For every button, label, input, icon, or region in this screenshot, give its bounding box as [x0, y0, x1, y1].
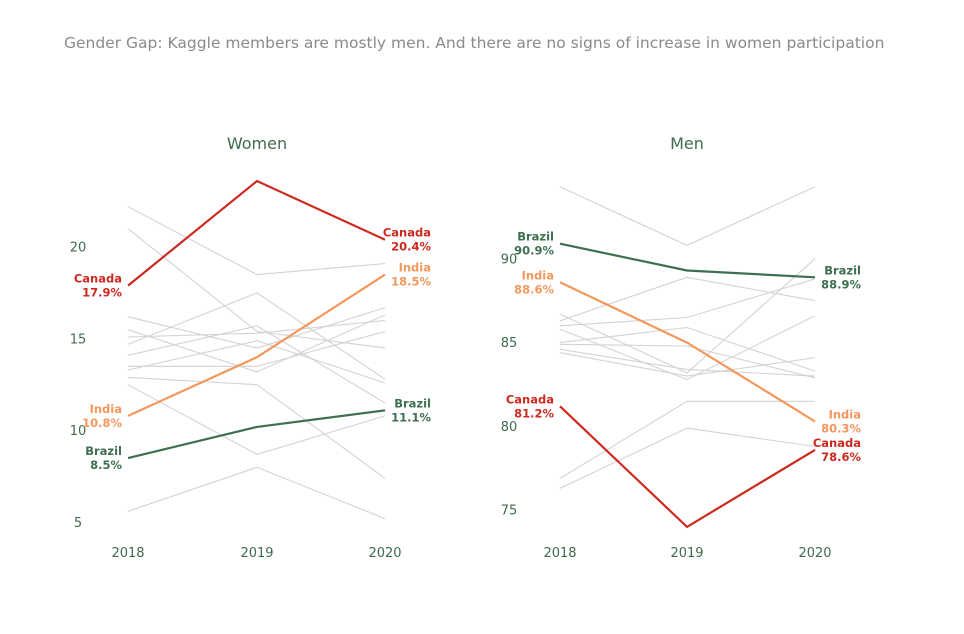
men-y-tick-label: 90	[501, 252, 518, 267]
women-y-tick-label: 5	[74, 516, 82, 531]
women-y-tick-label: 15	[70, 332, 87, 347]
men-india-end-name: India	[829, 407, 861, 421]
women-background-line	[127, 384, 386, 455]
women-canada-end-label: Canada 20.4%	[383, 226, 432, 254]
women-x-tick-label: 2019	[240, 546, 273, 561]
women-x-tick-label: 2018	[111, 546, 144, 561]
women-brazil-end-label: Brazil 11.1%	[391, 396, 431, 424]
men-background-line	[559, 326, 816, 372]
women-background-line	[127, 466, 386, 520]
women-subtitle: Women	[227, 134, 287, 153]
chart-title: Gender Gap: Kaggle members are mostly me…	[64, 34, 884, 52]
women-background-line	[127, 376, 386, 479]
women-canada-start-value: 17.9%	[82, 286, 122, 300]
women-canada-end-value: 20.4%	[391, 240, 431, 254]
men-canada-end-value: 78.6%	[821, 450, 861, 464]
women-india-end-label: India 18.5%	[391, 261, 431, 289]
men-background-line	[559, 352, 816, 377]
women-background-line	[127, 206, 386, 276]
women-india-end-name: India	[399, 261, 431, 275]
women-india-start-name: India	[90, 402, 122, 416]
women-brazil-start-value: 8.5%	[90, 458, 122, 472]
women-brazil-end-value: 11.1%	[391, 410, 431, 424]
women-canada-line	[127, 179, 386, 287]
women-brazil-end-name: Brazil	[394, 396, 431, 410]
men-y-tick-label: 80	[501, 420, 518, 435]
men-y-tick-label: 75	[501, 504, 518, 519]
women-background-line	[127, 228, 386, 349]
women-y-tick-label: 10	[70, 424, 87, 439]
men-brazil-line	[559, 242, 816, 279]
men-brazil-start-name: Brazil	[517, 230, 554, 244]
women-background-line	[127, 292, 386, 380]
women-background-line	[127, 319, 386, 338]
men-x-tick-label: 2020	[798, 546, 831, 561]
men-background-line	[559, 348, 816, 377]
women-background-line	[128, 330, 386, 367]
women-canada-start-label: Canada 17.9%	[74, 272, 123, 300]
women-brazil-start-name: Brazil	[85, 444, 122, 458]
men-background-line	[559, 343, 816, 379]
men-canada-start-label: Canada 81.2%	[506, 392, 555, 420]
men-background-line	[559, 400, 815, 479]
men-brazil-start-value: 90.9%	[514, 244, 554, 258]
women-india-line	[127, 273, 386, 417]
men-canada-start-name: Canada	[506, 392, 554, 406]
men-canada-start-value: 81.2%	[514, 406, 554, 420]
men-india-start-name: India	[522, 268, 554, 282]
men-india-end-label: India 80.3%	[821, 407, 861, 435]
men-canada-line	[559, 405, 816, 529]
men-brazil-end-value: 88.9%	[821, 277, 861, 291]
men-subtitle: Men	[670, 134, 704, 153]
men-background-line	[559, 427, 816, 489]
men-india-start-value: 88.6%	[514, 282, 554, 296]
men-brazil-end-label: Brazil 88.9%	[821, 263, 861, 291]
men-y-tick-label: 85	[501, 336, 518, 351]
women-x-tick-label: 2020	[368, 546, 401, 561]
men-canada-end-name: Canada	[813, 436, 861, 450]
women-brazil-line	[127, 409, 386, 460]
women-india-end-value: 18.5%	[391, 275, 431, 289]
men-background-line	[559, 186, 816, 247]
women-y-tick-label: 20	[70, 241, 87, 256]
men-brazil-end-name: Brazil	[824, 263, 861, 277]
women-canada-start-name: Canada	[74, 272, 122, 286]
men-x-tick-label: 2019	[670, 546, 703, 561]
women-india-start-value: 10.8%	[82, 416, 122, 430]
men-india-line	[559, 281, 816, 423]
men-brazil-start-label: Brazil 90.9%	[514, 230, 554, 258]
men-background-line	[559, 278, 816, 327]
women-canada-end-name: Canada	[383, 226, 431, 240]
men-background-line	[559, 315, 816, 381]
women-india-start-label: India 10.8%	[82, 402, 122, 430]
women-background-line	[127, 325, 386, 404]
women-background-line	[127, 314, 386, 373]
men-india-start-label: India 88.6%	[514, 268, 554, 296]
men-background-line	[559, 276, 816, 322]
men-canada-end-label: Canada 78.6%	[813, 436, 862, 464]
women-background-line	[127, 340, 386, 384]
men-india-end-value: 80.3%	[821, 421, 861, 435]
women-brazil-start-label: Brazil 8.5%	[85, 444, 122, 472]
men-x-tick-label: 2018	[543, 546, 576, 561]
men-background-line	[559, 258, 816, 374]
